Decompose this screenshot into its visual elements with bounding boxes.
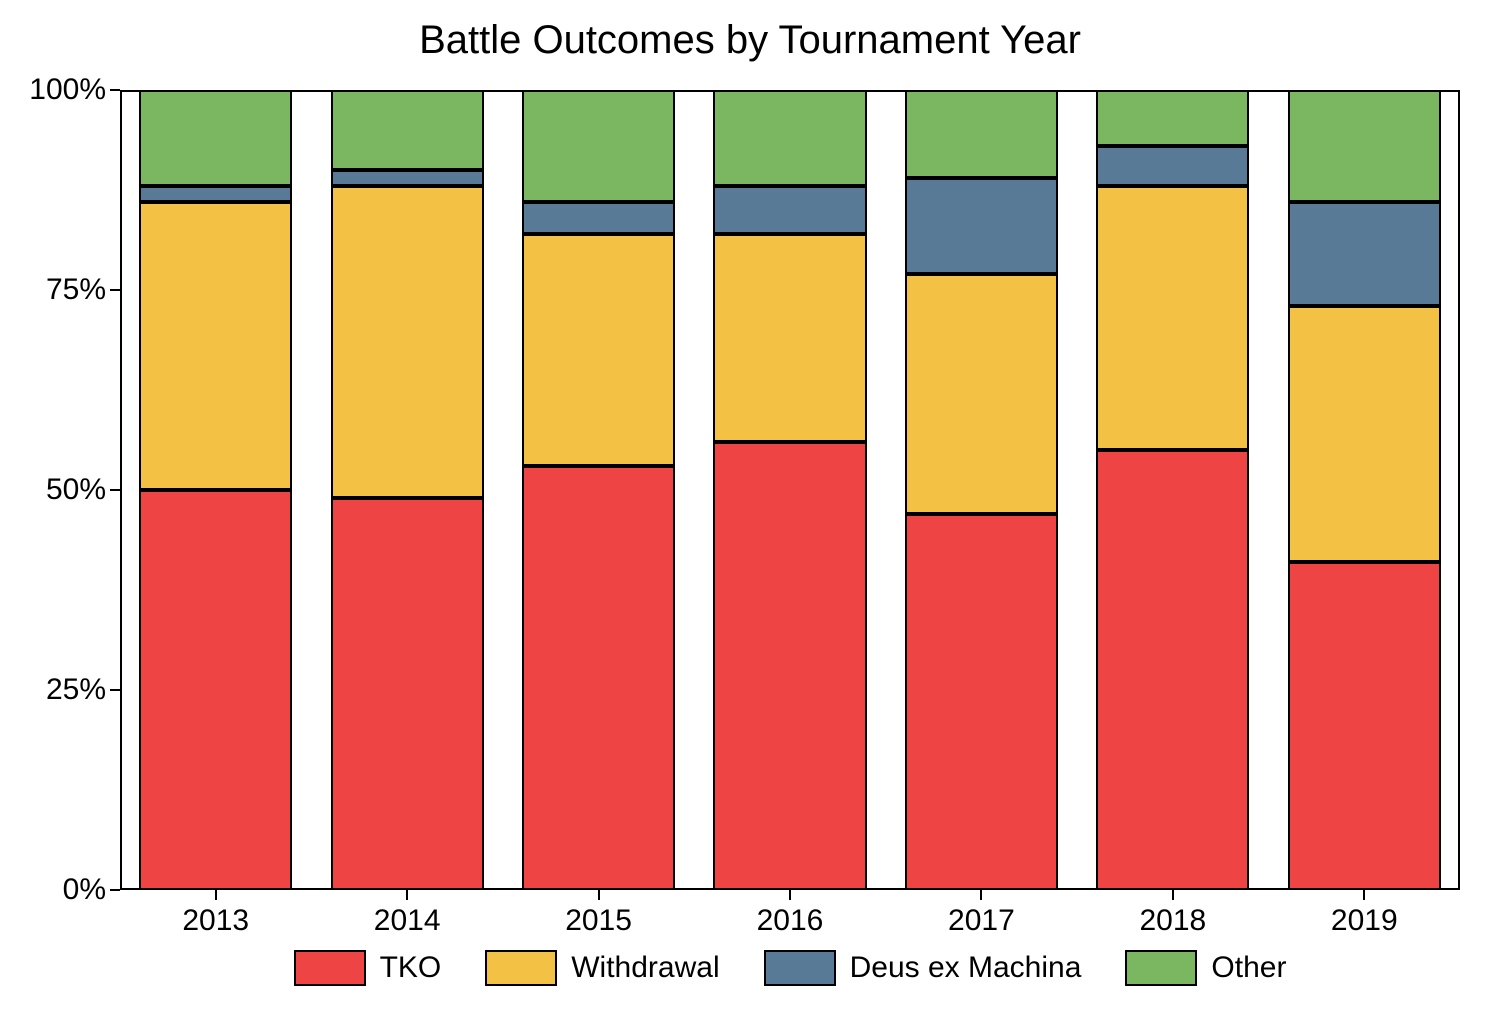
bar-group	[139, 90, 292, 890]
bar-segment	[331, 186, 484, 498]
bar-segment	[1288, 202, 1441, 306]
bar-group	[905, 90, 1058, 890]
y-tick-mark	[110, 89, 120, 91]
legend-label: Other	[1211, 951, 1286, 985]
legend-label: Withdrawal	[571, 951, 719, 985]
bar-segment	[522, 466, 675, 890]
bar-group	[522, 90, 675, 890]
bar-segment	[1096, 146, 1249, 186]
bar-segment	[522, 202, 675, 234]
bar-segment	[139, 90, 292, 186]
legend-swatch	[764, 950, 836, 986]
bar-segment	[331, 498, 484, 890]
y-tick-mark	[110, 489, 120, 491]
bar-segment	[1096, 450, 1249, 890]
x-tick-mark	[980, 890, 982, 900]
bar-segment	[905, 178, 1058, 274]
y-tick-label: 100%	[29, 73, 120, 107]
bar-segment	[522, 90, 675, 202]
bar-segment	[1288, 306, 1441, 562]
x-tick-mark	[1172, 890, 1174, 900]
bar-segment	[1288, 562, 1441, 890]
x-tick-mark	[215, 890, 217, 900]
bar-segment	[331, 90, 484, 170]
legend-swatch	[294, 950, 366, 986]
legend-item: Deus ex Machina	[764, 950, 1082, 986]
bar-group	[331, 90, 484, 890]
legend-label: TKO	[380, 951, 442, 985]
chart: Battle Outcomes by Tournament Year 0%25%…	[0, 0, 1500, 1025]
bar-segment	[331, 170, 484, 186]
bar-segment	[905, 90, 1058, 178]
legend-swatch	[1125, 950, 1197, 986]
bar-segment	[139, 186, 292, 202]
y-tick-mark	[110, 889, 120, 891]
y-tick-mark	[110, 689, 120, 691]
bar-segment	[713, 90, 866, 186]
legend-item: Other	[1125, 950, 1286, 986]
legend-label: Deus ex Machina	[850, 951, 1082, 985]
y-tick-label: 25%	[46, 673, 120, 707]
chart-title: Battle Outcomes by Tournament Year	[0, 18, 1500, 63]
bar-group	[1288, 90, 1441, 890]
legend-item: Withdrawal	[485, 950, 719, 986]
legend-swatch	[485, 950, 557, 986]
y-tick-mark	[110, 289, 120, 291]
bar-segment	[713, 442, 866, 890]
bar-segment	[1288, 90, 1441, 202]
y-tick-label: 50%	[46, 473, 120, 507]
bar-group	[1096, 90, 1249, 890]
bar-segment	[139, 202, 292, 490]
bar-segment	[713, 186, 866, 234]
plot-inner	[120, 90, 1460, 890]
x-tick-mark	[789, 890, 791, 900]
x-tick-mark	[1363, 890, 1365, 900]
x-tick-mark	[406, 890, 408, 900]
bar-segment	[139, 490, 292, 890]
bar-segment	[522, 234, 675, 466]
bar-segment	[1096, 186, 1249, 450]
bar-group	[713, 90, 866, 890]
bar-segment	[1096, 90, 1249, 146]
bar-segment	[713, 234, 866, 442]
plot-area: 0%25%50%75%100%2013201420152016201720182…	[120, 90, 1460, 890]
x-tick-mark	[598, 890, 600, 900]
y-tick-label: 75%	[46, 273, 120, 307]
legend: TKO Withdrawal Deus ex Machina Other	[120, 950, 1460, 986]
bar-segment	[905, 514, 1058, 890]
bar-segment	[905, 274, 1058, 514]
legend-item: TKO	[294, 950, 442, 986]
